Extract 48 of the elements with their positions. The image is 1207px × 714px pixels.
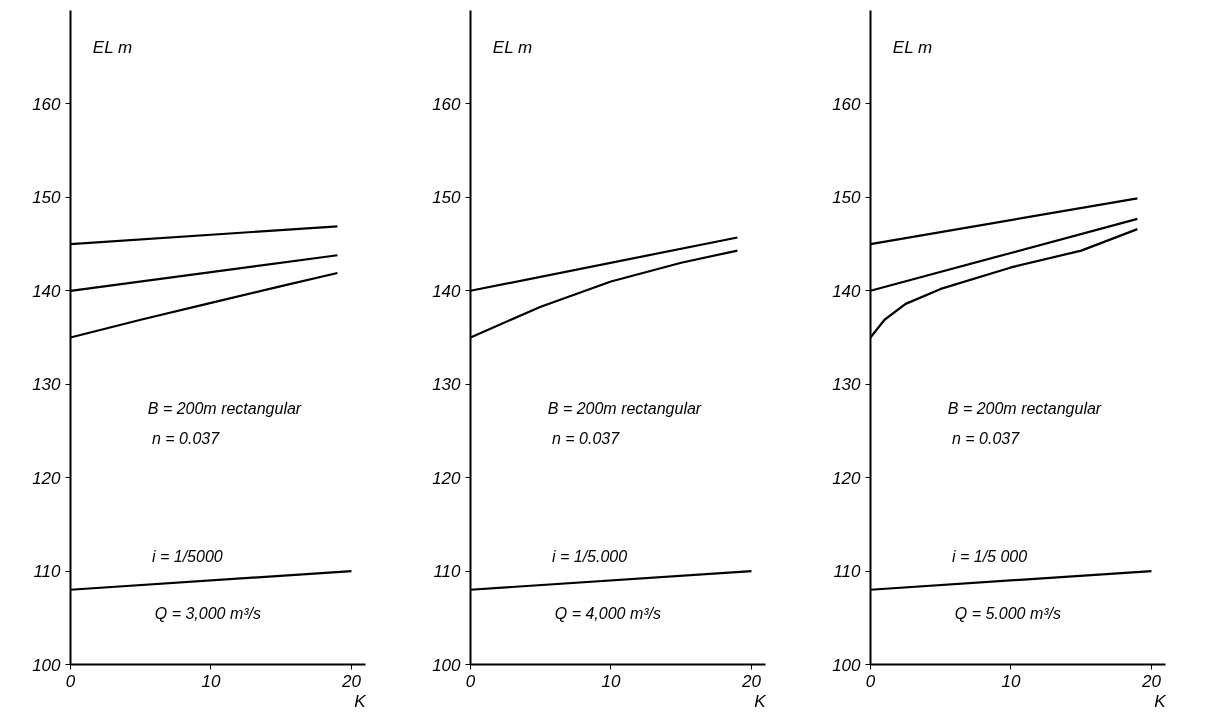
annotation: n = 0.037	[551, 429, 621, 447]
annotation: n = 0.037	[951, 429, 1021, 447]
y-tick-label: 120	[32, 468, 62, 488]
y-tick-label: 130	[832, 375, 862, 395]
y-tick-label: 160	[832, 94, 862, 114]
x-tick-label: 20	[741, 671, 762, 691]
annotation: i = 1/5000	[151, 548, 223, 566]
x-tick-label: 20	[1141, 671, 1162, 691]
x-axis-title: K	[354, 691, 367, 711]
y-tick-label: 140	[432, 281, 462, 301]
y-tick-label: 100	[432, 655, 462, 675]
x-tick-label: 0	[65, 671, 76, 691]
x-tick-label: 20	[341, 671, 362, 691]
annotation: B = 200m rectangular	[147, 399, 302, 417]
x-tick-label: 10	[1001, 671, 1021, 691]
y-tick-label: 120	[432, 468, 462, 488]
x-tick-label: 0	[465, 671, 476, 691]
y-tick-label: 140	[832, 281, 862, 301]
y-tick-label: 130	[432, 375, 462, 395]
annotation: Q = 5.000 m³/s	[954, 605, 1062, 623]
y-axis-title: EL m	[92, 38, 133, 58]
x-tick-label: 10	[201, 671, 221, 691]
annotation: Q = 4,000 m³/s	[554, 605, 662, 623]
annotation: Q = 3,000 m³/s	[154, 605, 262, 623]
annotation: i = 1/5 000	[951, 548, 1028, 566]
y-tick-label: 110	[833, 562, 862, 582]
annotation: n = 0.037	[151, 429, 221, 447]
y-axis-title: EL m	[492, 38, 533, 58]
annotation: B = 200m rectangular	[547, 399, 702, 417]
x-tick-label: 10	[601, 671, 621, 691]
y-tick-label: 100	[832, 655, 862, 675]
x-axis-title: K	[754, 691, 767, 711]
y-tick-label: 160	[432, 94, 462, 114]
y-tick-label: 150	[832, 188, 862, 208]
y-axis-title: EL m	[892, 38, 933, 58]
annotation: i = 1/5.000	[551, 548, 628, 566]
x-tick-label: 0	[865, 671, 876, 691]
y-tick-label: 150	[432, 188, 462, 208]
y-tick-label: 110	[433, 562, 462, 582]
y-tick-label: 100	[32, 655, 62, 675]
x-axis-title: K	[1154, 691, 1167, 711]
y-tick-label: 130	[32, 375, 62, 395]
annotation: B = 200m rectangular	[947, 399, 1102, 417]
y-tick-label: 140	[32, 281, 62, 301]
y-tick-label: 150	[32, 188, 62, 208]
y-tick-label: 160	[32, 94, 62, 114]
y-tick-label: 110	[33, 562, 62, 582]
y-tick-label: 120	[832, 468, 862, 488]
